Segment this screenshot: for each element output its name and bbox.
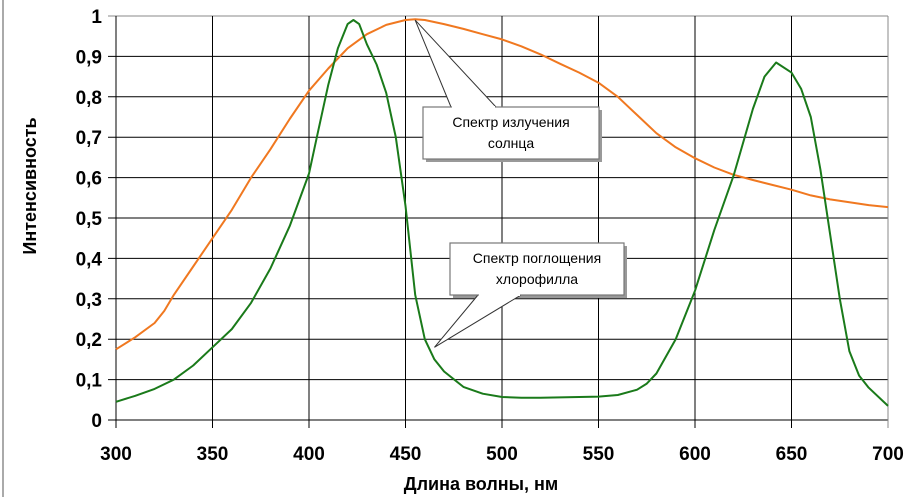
x-tick-label: 300: [100, 444, 132, 465]
x-tick-label: 700: [872, 444, 904, 465]
gridlines: [108, 15, 889, 428]
callout-text: Спектр излучения: [452, 114, 569, 130]
callout-pointer: [414, 19, 498, 108]
y-tick-label: 0,7: [76, 128, 102, 149]
x-tick-label: 350: [197, 444, 229, 465]
x-tick-label: 650: [776, 444, 808, 465]
series-lines: [115, 18, 889, 407]
series-line-1: [115, 19, 889, 407]
y-tick-label: 0,2: [76, 330, 102, 351]
x-axis-ticks: 300 350 400 450 500 550 600 650 700: [100, 444, 904, 465]
y-tick-label: 0,6: [76, 169, 102, 190]
y-tick-label: 0,4: [76, 249, 103, 270]
y-axis-ticks: 0 0,1 0,2 0,3 0,4 0,5 0,6 0,7 0,8 0,9 1: [76, 7, 103, 432]
x-axis-title: Длина волны, нм: [404, 474, 558, 494]
callouts: Спектр излучения солнца Спектр поглощения х…: [414, 19, 627, 348]
callout-0: Спектр излучения солнца: [414, 19, 602, 162]
x-tick-label: 550: [583, 444, 615, 465]
callout-box: [422, 106, 600, 160]
y-tick-label: 0: [91, 411, 102, 432]
y-axis-title: Интенсивность: [20, 117, 40, 254]
y-tick-label: 0,1: [76, 371, 103, 392]
callout-text: хлорофилла: [496, 271, 578, 287]
x-tick-label: 450: [390, 444, 422, 465]
callout-1: Спектр поглощения хлорофилла: [434, 242, 627, 348]
y-tick-label: 1: [91, 7, 102, 28]
y-tick-label: 0,8: [76, 88, 102, 109]
x-tick-label: 600: [679, 444, 711, 465]
callout-text: Спектр поглощения: [473, 250, 601, 266]
callout-box: [449, 242, 625, 296]
y-tick-label: 0,5: [76, 209, 103, 230]
callout-text: солнца: [488, 135, 535, 151]
x-tick-label: 400: [293, 444, 325, 465]
y-tick-label: 0,9: [76, 47, 102, 68]
series-line-0: [115, 18, 889, 351]
x-tick-label: 500: [486, 444, 518, 465]
y-tick-label: 0,3: [76, 290, 102, 311]
